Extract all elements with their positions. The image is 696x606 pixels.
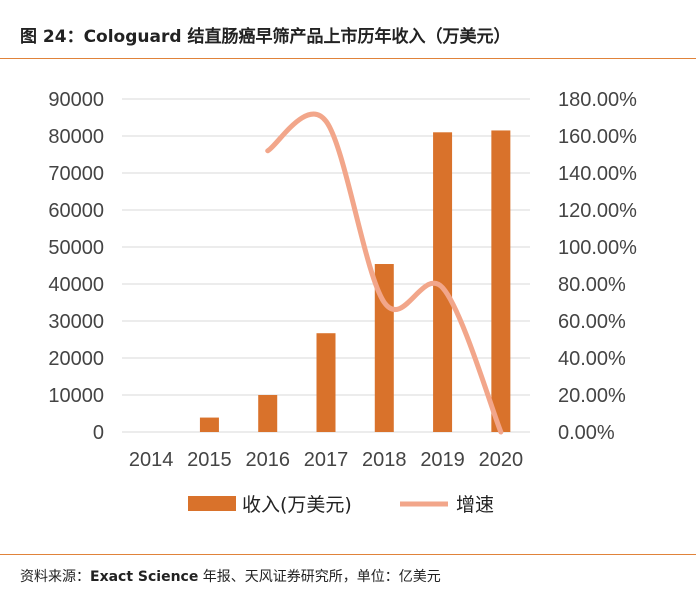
bar-2020 [491,130,511,432]
left-tick-label: 80000 [48,126,104,148]
source-prefix: 资料来源： [20,569,90,585]
bar-2015 [199,417,219,432]
source-note: 资料来源：Exact Science 年报、天风证券研究所，单位：亿美元 [20,566,441,586]
right-tick-label: 0.00% [558,422,615,444]
source-divider [0,554,696,555]
x-tick-label: 2015 [187,449,232,471]
legend-line-label: 增速 [456,494,494,516]
source-suffix: 年报、天风证券研究所，单位：亿美元 [198,569,441,585]
right-tick-label: 20.00% [558,385,626,407]
growth-line [265,111,504,435]
left-tick-label: 70000 [48,163,104,185]
right-tick-label: 120.00% [558,200,637,222]
right-tick-label: 180.00% [558,89,637,111]
legend: 收入(万美元) 增速 [188,494,494,516]
right-tick-label: 60.00% [558,311,626,333]
right-tick-label: 160.00% [558,126,637,148]
x-tick-label: 2019 [420,449,465,471]
legend-bar-swatch [188,496,236,511]
x-tick-label: 2014 [129,449,174,471]
bar-2017 [316,333,336,432]
left-tick-label: 0 [93,422,104,444]
bar-2016 [258,395,278,432]
left-tick-label: 40000 [48,274,104,296]
chart-svg: 0 10000 20000 30000 40000 50000 60000 70000 8000… [48,89,637,516]
left-tick-label: 90000 [48,89,104,111]
x-tick-label: 2016 [245,449,290,471]
right-tick-label: 140.00% [558,163,637,185]
x-axis-ticks: 2014 2015 2016 2017 2018 2019 2020 [129,449,523,471]
chart-title: 图 24：Cologuard 结直肠癌早筛产品上市历年收入（万美元） [20,27,511,47]
right-tick-label: 80.00% [558,274,626,296]
bar-series [199,130,511,433]
source-bold: Exact Science [90,569,199,585]
right-tick-label: 40.00% [558,348,626,370]
x-tick-label: 2020 [479,449,524,471]
x-tick-label: 2017 [304,449,349,471]
right-tick-label: 100.00% [558,237,637,259]
x-tick-label: 2018 [362,449,407,471]
left-tick-label: 20000 [48,348,104,370]
bar-2019 [433,132,453,433]
left-tick-label: 30000 [48,311,104,333]
left-tick-label: 60000 [48,200,104,222]
right-axis-ticks: 0.00% 20.00% 40.00% 60.00% 80.00% 100.00% 120.… [558,89,637,444]
title-divider [0,58,696,59]
legend-bar-label: 收入(万美元) [242,494,352,516]
left-tick-label: 50000 [48,237,104,259]
left-tick-label: 10000 [48,385,104,407]
left-axis-ticks: 0 10000 20000 30000 40000 50000 60000 70000 8000… [48,89,104,444]
